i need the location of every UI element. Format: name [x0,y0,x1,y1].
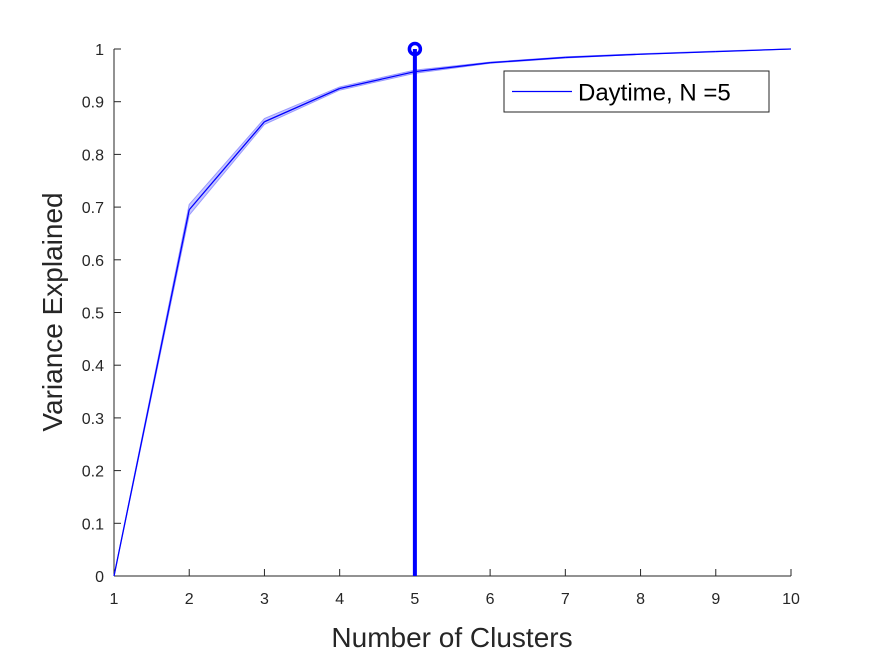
selection-marker [407,41,423,576]
axes [113,49,791,577]
legend-label: Daytime, N =5 [578,80,731,107]
y-tick-label: 1 [95,42,104,59]
y-tick-label: 0.5 [82,306,104,323]
series-line-segment [565,53,641,59]
y-tick-label: 0.9 [82,95,104,112]
y-tick-label: 0.7 [82,200,104,217]
x-tick-label: 3 [260,591,269,608]
y-tick-label: 0.8 [82,147,104,164]
band-lower-edge [113,48,792,577]
y-tick-label: 0.3 [82,411,104,428]
series-line-segment [414,62,491,73]
y-tick-label: 0.1 [82,516,104,533]
x-tick-label: 8 [636,591,645,608]
legend: Daytime, N =5 [503,70,770,113]
series-line-segment [640,50,716,55]
x-tick-label: 5 [410,591,419,608]
series-line-segment [490,56,566,64]
confidence-band [114,49,791,576]
series-line-segment [264,87,340,123]
x-tick-label: 1 [110,591,119,608]
y-tick-label: 0.4 [82,358,104,375]
series-lines [113,48,792,577]
series-line-segment [339,71,416,90]
x-tick-label: 6 [486,591,495,608]
series-line-segment [188,121,265,211]
x-tick-label: 10 [782,591,800,608]
band-upper-edge [113,48,792,577]
confidence-bands [113,48,792,577]
y-tick-label: 0 [95,569,104,586]
selection-circle-marker [407,41,423,57]
x-tick-label: 7 [561,591,570,608]
x-tick-label: 4 [335,591,344,608]
series-line-segment [113,209,190,577]
legend-box [503,70,770,113]
y-axis-label: Variance Explained [37,192,68,431]
ticks: 1 2 3 4 5 6 7 8 9 10 0 0.1 0.2 0.3 0.4 0.5 0.6 0.7 0.8 0.9 1 [82,42,800,608]
series-line-segment [715,48,792,53]
y-tick-label: 0.6 [82,253,104,270]
x-tick-label: 9 [711,591,720,608]
x-axis-label: Number of Clusters [331,622,572,653]
x-tick-label: 2 [185,591,194,608]
y-tick-label: 0.2 [82,464,104,481]
